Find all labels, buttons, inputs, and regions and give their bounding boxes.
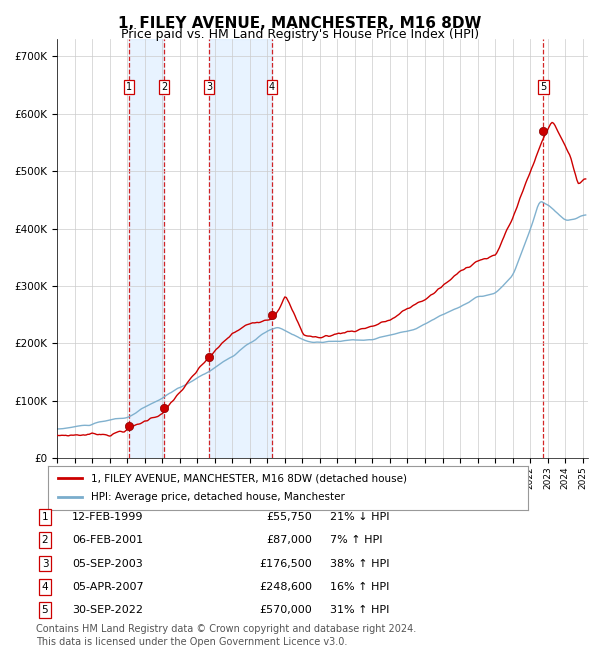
Text: 5: 5 — [540, 82, 547, 92]
Text: 31% ↑ HPI: 31% ↑ HPI — [330, 605, 389, 616]
Text: 2: 2 — [161, 82, 167, 92]
Text: 1, FILEY AVENUE, MANCHESTER, M16 8DW: 1, FILEY AVENUE, MANCHESTER, M16 8DW — [118, 16, 482, 31]
Text: 05-SEP-2003: 05-SEP-2003 — [72, 558, 143, 569]
Text: 3: 3 — [206, 82, 212, 92]
Text: £570,000: £570,000 — [259, 605, 312, 616]
Text: HPI: Average price, detached house, Manchester: HPI: Average price, detached house, Manc… — [91, 493, 345, 502]
Text: £248,600: £248,600 — [259, 582, 312, 592]
Text: 12-FEB-1999: 12-FEB-1999 — [72, 512, 143, 522]
Text: 4: 4 — [41, 582, 49, 592]
Text: 16% ↑ HPI: 16% ↑ HPI — [330, 582, 389, 592]
Text: 05-APR-2007: 05-APR-2007 — [72, 582, 143, 592]
Text: 3: 3 — [41, 558, 49, 569]
Text: 4: 4 — [269, 82, 275, 92]
Text: 38% ↑ HPI: 38% ↑ HPI — [330, 558, 389, 569]
Bar — [129, 39, 164, 458]
Text: £87,000: £87,000 — [266, 535, 312, 545]
Text: 06-FEB-2001: 06-FEB-2001 — [72, 535, 143, 545]
Text: 2: 2 — [41, 535, 49, 545]
Text: 7% ↑ HPI: 7% ↑ HPI — [330, 535, 383, 545]
Text: 5: 5 — [41, 605, 49, 616]
Bar — [209, 39, 272, 458]
Text: Contains HM Land Registry data © Crown copyright and database right 2024.
This d: Contains HM Land Registry data © Crown c… — [36, 623, 416, 647]
Text: 1: 1 — [126, 82, 132, 92]
Text: £176,500: £176,500 — [259, 558, 312, 569]
Text: 30-SEP-2022: 30-SEP-2022 — [72, 605, 143, 616]
Text: Price paid vs. HM Land Registry's House Price Index (HPI): Price paid vs. HM Land Registry's House … — [121, 28, 479, 41]
Text: 1: 1 — [41, 512, 49, 522]
Text: 1, FILEY AVENUE, MANCHESTER, M16 8DW (detached house): 1, FILEY AVENUE, MANCHESTER, M16 8DW (de… — [91, 473, 407, 483]
Text: 21% ↓ HPI: 21% ↓ HPI — [330, 512, 389, 522]
Text: £55,750: £55,750 — [266, 512, 312, 522]
